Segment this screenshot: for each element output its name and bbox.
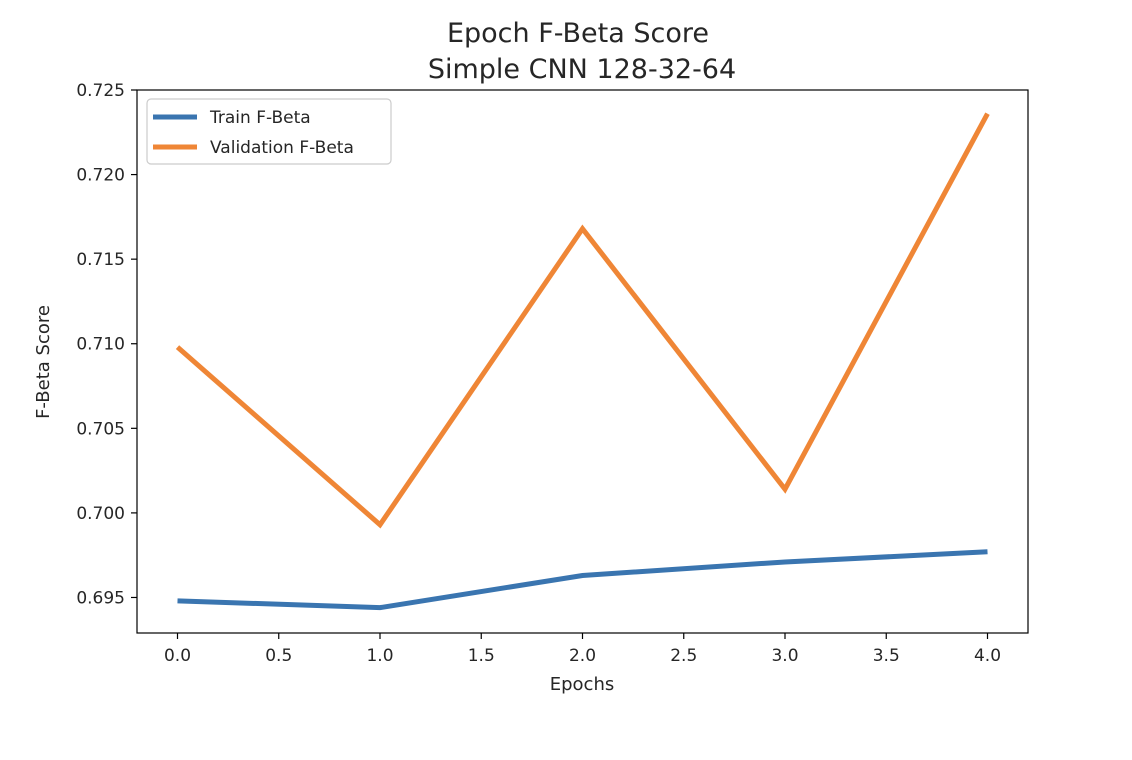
series-line-train: [177, 549, 988, 611]
y-tick-label: 0.695: [76, 588, 125, 608]
x-tick-label: 0.0: [164, 646, 191, 666]
series-line-validation: [175, 112, 990, 529]
y-tick-label: 0.700: [76, 504, 125, 524]
x-tick-label: 1.5: [468, 646, 495, 666]
y-tick-label: 0.720: [76, 166, 125, 186]
x-tick-label: 2.5: [670, 646, 697, 666]
x-tick-label: 0.5: [265, 646, 292, 666]
plot-area: 0.0 0.5 1.0 1.5 2.0 2.5 3.0 3.5 4.0 0.695 0.700 0.7…: [76, 81, 1029, 666]
x-tick-label: 4.0: [974, 646, 1001, 666]
x-axis-label: Epochs: [550, 674, 615, 695]
x-tick-label: 3.5: [873, 646, 900, 666]
legend-label-train: Train F-Beta: [209, 108, 311, 128]
chart-title: Epoch F-Beta Score: [447, 18, 709, 49]
legend-label-validation: Validation F-Beta: [210, 138, 354, 158]
axes-frame: [136, 89, 1029, 634]
y-tick-label: 0.715: [76, 250, 125, 270]
y-tick-label: 0.705: [76, 419, 125, 439]
legend-box: [146, 98, 392, 165]
y-axis-label: F-Beta Score: [33, 305, 54, 419]
x-tick-label: 1.0: [366, 646, 393, 666]
chart-subtitle: Simple CNN 128-32-64: [428, 54, 736, 85]
y-tick-label: 0.725: [76, 81, 125, 101]
x-tick-label: 3.0: [771, 646, 798, 666]
legend: Train F-Beta Validation F-Beta: [146, 98, 392, 165]
x-tick-label: 2.0: [569, 646, 596, 666]
y-tick-label: 0.710: [76, 335, 125, 355]
